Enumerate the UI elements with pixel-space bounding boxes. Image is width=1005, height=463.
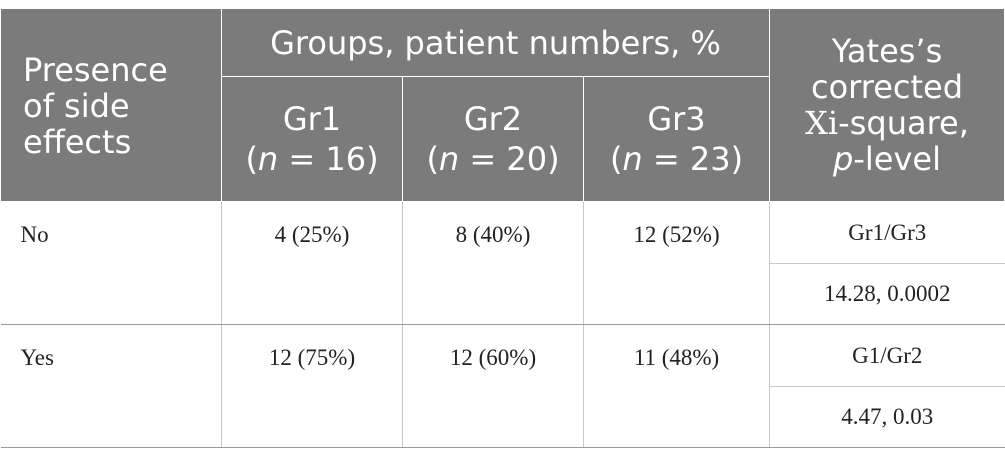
comparison-cell: Gr1/Gr3 bbox=[769, 201, 1005, 264]
yates-header-line: corrected bbox=[810, 68, 964, 106]
n-variable: n bbox=[257, 140, 279, 178]
group-header-gr3: Gr3 (n = 23) bbox=[582, 76, 771, 202]
stat-cell: 14.28, 0.0002 bbox=[769, 263, 1005, 325]
table-subrow-no: 14.28, 0.0002 bbox=[1, 263, 1005, 325]
cell-gr3: 11 (48%) bbox=[583, 324, 771, 448]
cell-gr1: 4 (25%) bbox=[221, 201, 403, 325]
paren: ( bbox=[426, 140, 439, 178]
yates-header: Yates’s corrected Xi-square, p-level bbox=[769, 8, 1005, 202]
cell-gr2: 12 (60%) bbox=[402, 324, 584, 448]
xi-text: Xi bbox=[805, 104, 839, 142]
group-header-gr2: Gr2 (n = 20) bbox=[402, 76, 584, 202]
cell-gr1: 12 (75%) bbox=[221, 324, 403, 448]
yates-header-line: Xi-square, bbox=[770, 105, 1004, 141]
side-effects-header-line: Presence bbox=[23, 51, 168, 89]
group-name: Gr2 bbox=[463, 100, 523, 138]
n-value: = 16) bbox=[278, 140, 379, 178]
n-value: = 23) bbox=[642, 140, 744, 178]
level-text: -level bbox=[853, 140, 941, 178]
group-name: Gr1 bbox=[282, 100, 342, 138]
groups-header: Groups, patient numbers, % bbox=[220, 8, 771, 77]
paren: ( bbox=[245, 140, 258, 178]
n-variable: n bbox=[622, 140, 643, 178]
group-count: (n = 20) bbox=[403, 139, 583, 179]
yates-header-line: Yates’s bbox=[831, 32, 943, 70]
table-body: No 4 (25%) 8 (40%) 12 (52%) Gr1/Gr3 14.2… bbox=[0, 201, 1005, 448]
row-label: Yes bbox=[0, 324, 222, 448]
side-effects-table: Presence of side effects Groups, patient… bbox=[0, 8, 1005, 448]
p-variable: p bbox=[833, 140, 854, 178]
cell-gr2: 8 (40%) bbox=[402, 201, 584, 325]
n-value: = 20) bbox=[459, 140, 560, 178]
group-header-gr1: Gr1 (n = 16) bbox=[221, 76, 403, 202]
table-subrow-yes: 4.47, 0.03 bbox=[1, 386, 1005, 448]
cell-gr3: 12 (52%) bbox=[583, 201, 771, 325]
yates-header-line: p-level bbox=[770, 141, 1004, 177]
side-effects-header-line: of side bbox=[23, 87, 130, 125]
row-label: No bbox=[0, 201, 222, 325]
group-name: Gr3 bbox=[647, 100, 706, 138]
table-row-no: No 4 (25%) 8 (40%) 12 (52%) Gr1/Gr3 bbox=[0, 201, 1005, 325]
square-text: -square, bbox=[838, 104, 969, 142]
n-variable: n bbox=[438, 140, 460, 178]
side-effects-header-line: effects bbox=[23, 123, 132, 161]
paren: ( bbox=[609, 140, 623, 178]
stat-cell: 4.47, 0.03 bbox=[769, 386, 1005, 448]
table-row-yes: Yes 12 (75%) 12 (60%) 11 (48%) G1/Gr2 bbox=[0, 324, 1005, 448]
table-header: Presence of side effects Groups, patient… bbox=[0, 8, 1005, 202]
group-count: (n = 16) bbox=[222, 139, 402, 179]
group-count: (n = 23) bbox=[584, 139, 769, 179]
side-effects-header: Presence of side effects bbox=[0, 8, 222, 202]
comparison-cell: G1/Gr2 bbox=[769, 324, 1005, 387]
